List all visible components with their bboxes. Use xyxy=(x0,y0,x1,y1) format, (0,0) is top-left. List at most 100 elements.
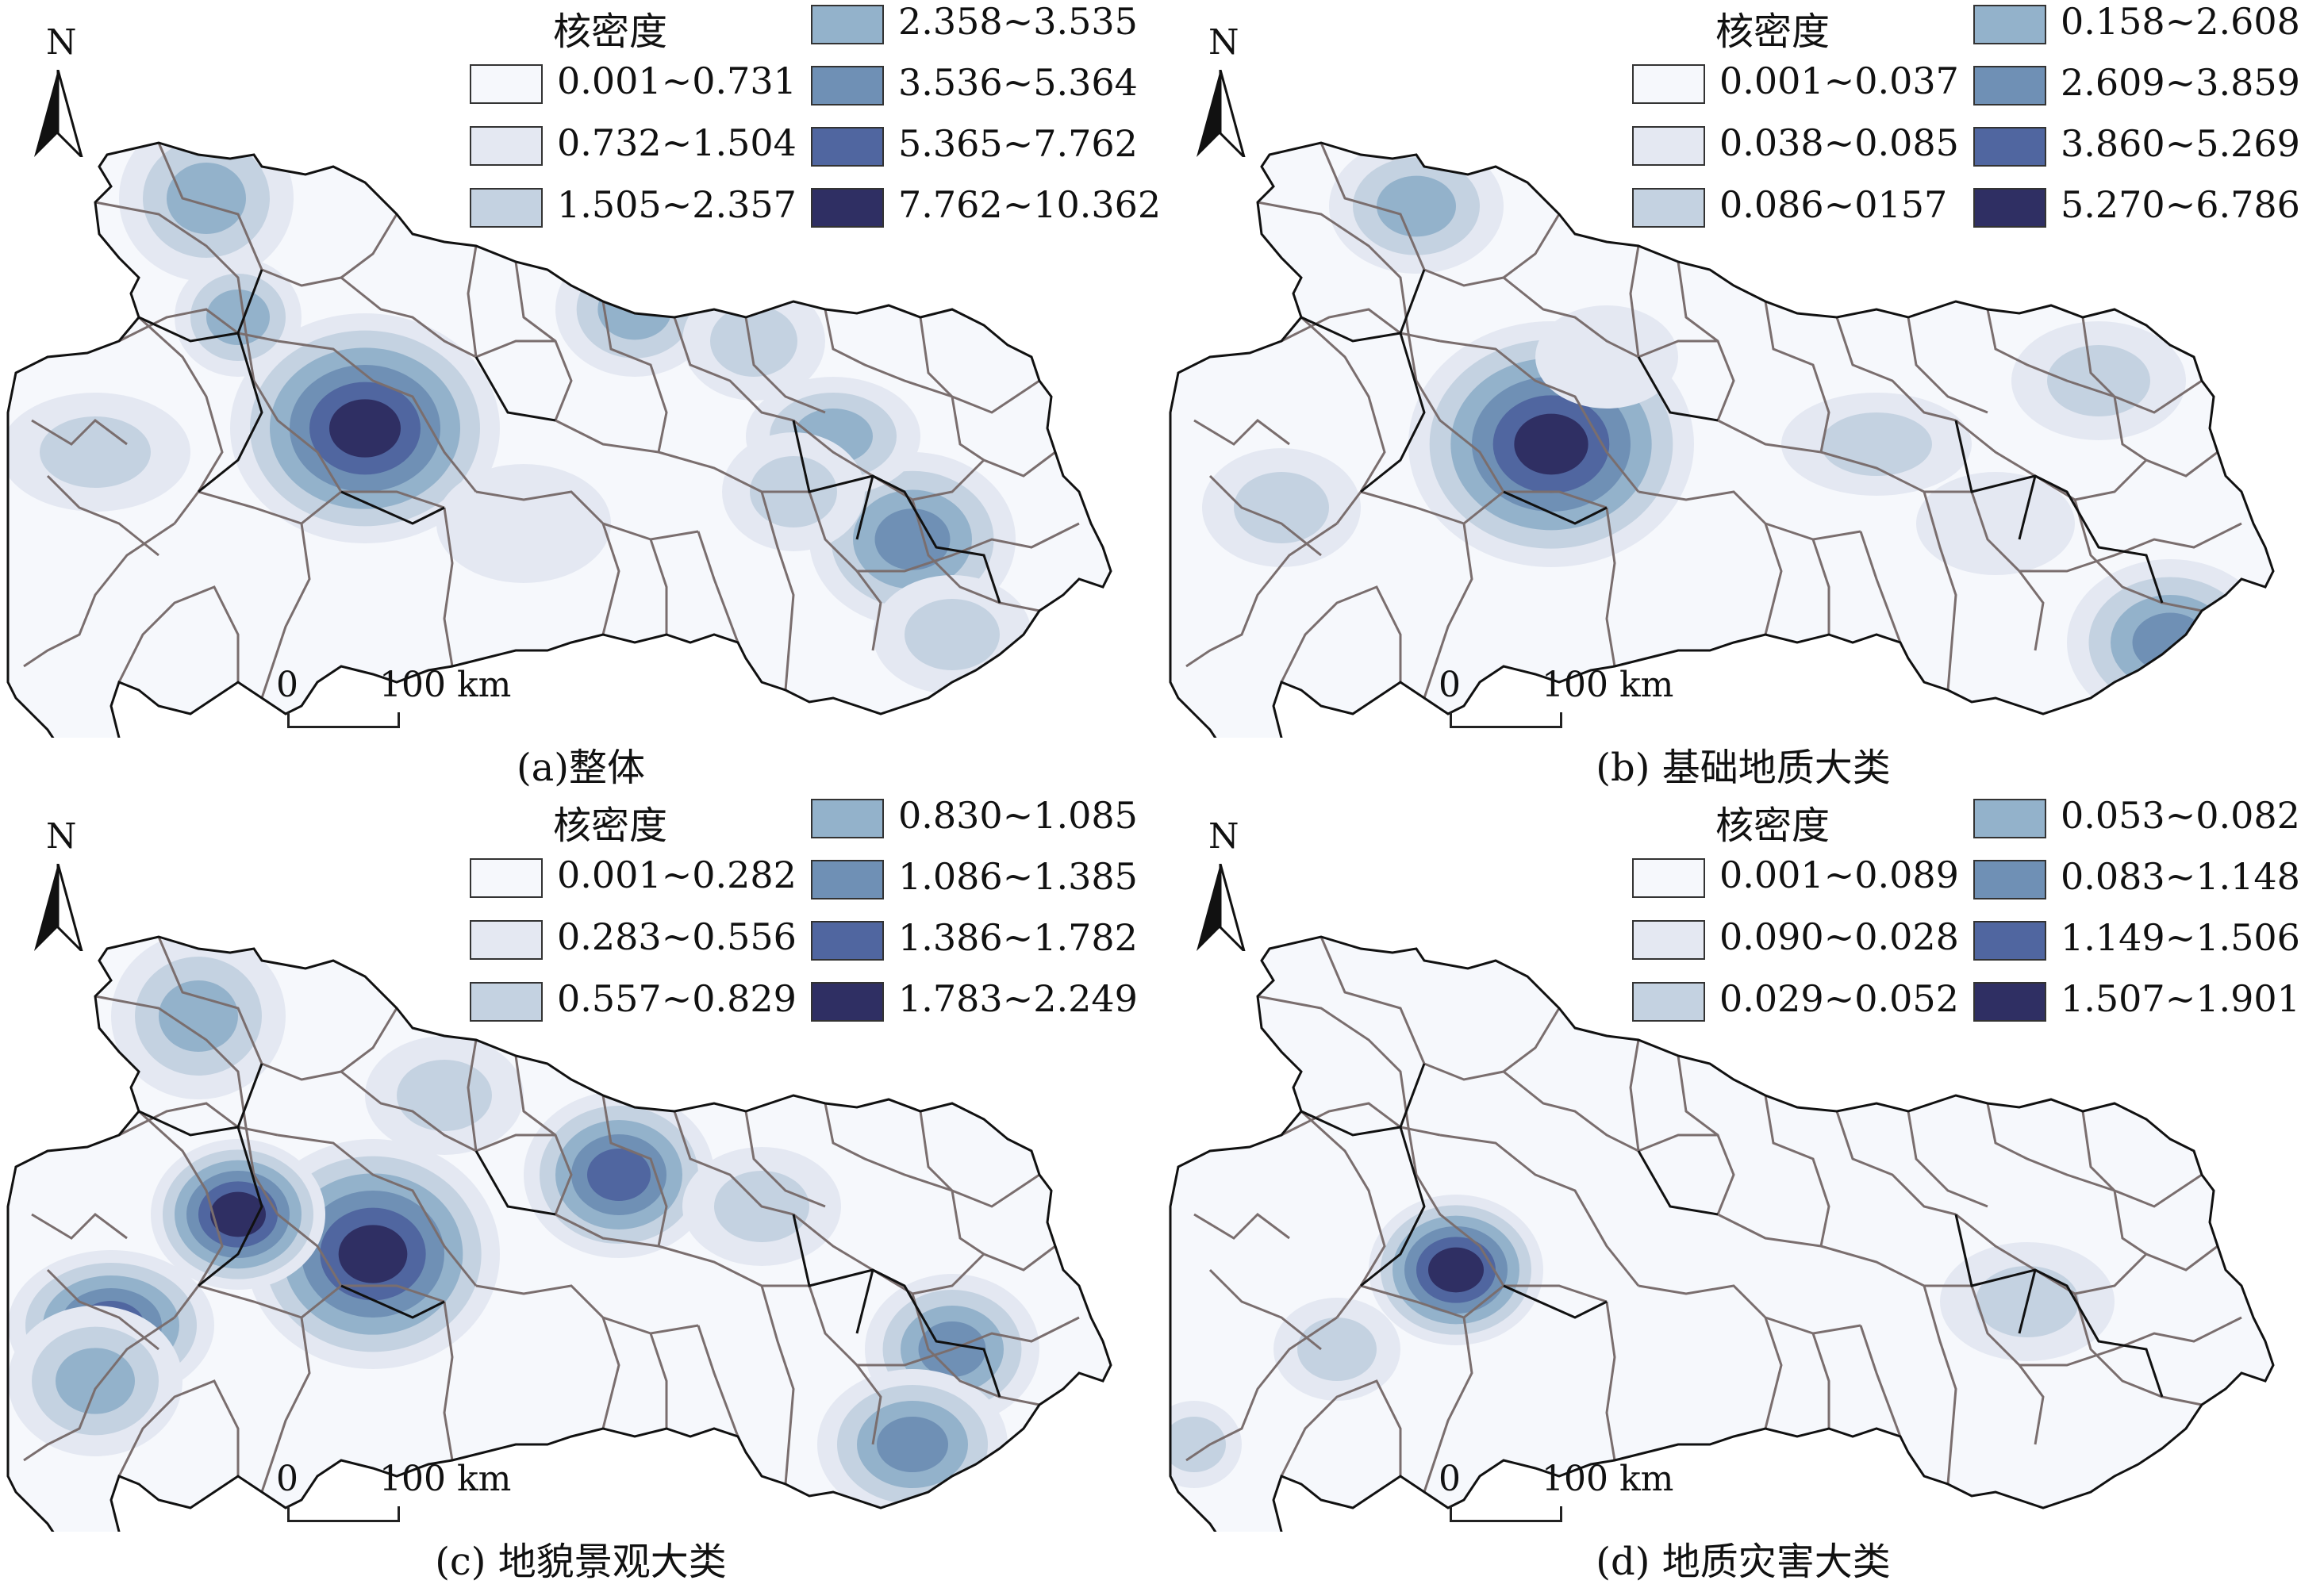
legend-swatch xyxy=(811,921,884,961)
legend-swatch xyxy=(1973,921,2046,961)
city-boundary xyxy=(1637,1150,1719,1216)
legend-label: 0.001~0.282 xyxy=(557,853,797,896)
county-boundary xyxy=(1986,309,2115,398)
county-boundary xyxy=(1319,936,1504,1081)
county-boundary xyxy=(2113,1190,2218,1272)
legend-swatch xyxy=(1973,127,2046,167)
density-contour xyxy=(1535,305,1678,409)
county-boundary xyxy=(601,301,668,453)
city-boundary xyxy=(1360,1126,1426,1287)
legend-swatch xyxy=(1632,126,1705,166)
county-boundary xyxy=(1423,523,1473,699)
county-boundary xyxy=(1503,1007,1561,1073)
legend-label: 1.507~1.901 xyxy=(2061,977,2300,1020)
density-contour xyxy=(1428,1247,1484,1293)
county-boundary xyxy=(1407,332,1505,493)
city-boundary xyxy=(340,1284,445,1319)
legend-label: 1.505~2.357 xyxy=(557,183,797,226)
scale-line xyxy=(1450,1506,1562,1522)
north-label: N xyxy=(46,22,77,63)
north-arrow-icon xyxy=(34,70,83,157)
county-boundary xyxy=(1907,316,1988,414)
county-boundary xyxy=(1717,419,1972,493)
county-boundary xyxy=(157,142,342,287)
density-contour xyxy=(56,1348,135,1414)
county-boundary xyxy=(1257,201,1410,334)
legend-swatch xyxy=(1973,799,2046,838)
panel-caption: (b) 基础地质大类 xyxy=(1596,746,1891,790)
province-area xyxy=(1170,143,2273,738)
city-boundary xyxy=(474,1150,556,1216)
province-area xyxy=(1170,937,2273,1532)
legend-label: 0.001~0.037 xyxy=(1719,59,1959,102)
scale-zero: 0 xyxy=(276,665,298,705)
county-boundary xyxy=(857,1316,1080,1367)
county-boundary xyxy=(117,1379,240,1477)
county-boundary xyxy=(1280,1379,1402,1477)
county-boundary xyxy=(744,316,826,414)
city-boundary xyxy=(1300,269,1426,343)
legend-label: 7.762~10.362 xyxy=(898,183,1162,226)
legend-swatch xyxy=(1973,982,2046,1022)
county-boundary xyxy=(1319,142,1504,287)
legend-label: 0.038~0.085 xyxy=(1719,121,1959,164)
legend-swatch xyxy=(1632,920,1705,960)
city-boundary xyxy=(138,269,263,343)
density-contour xyxy=(905,599,1000,670)
scale-bar: 0 100 km xyxy=(276,665,538,728)
county-boundary xyxy=(277,1133,478,1287)
legend-label: 0.083~1.148 xyxy=(2061,855,2300,898)
county-boundary xyxy=(46,1268,159,1351)
county-boundary xyxy=(475,490,699,541)
county-boundary xyxy=(260,523,311,699)
legend-title: 核密度 xyxy=(553,10,668,54)
density-map-c xyxy=(6,935,1112,1532)
legend-swatch xyxy=(811,982,884,1022)
county-boundary xyxy=(2019,522,2242,573)
legend-swatch xyxy=(470,64,543,104)
county-boundary xyxy=(649,539,668,635)
county-boundary xyxy=(1923,491,1957,691)
county-boundary xyxy=(1193,1213,1290,1240)
county-boundary xyxy=(1257,995,1410,1128)
density-contour xyxy=(397,1060,492,1131)
density-contour xyxy=(874,508,951,570)
north-arrow: N xyxy=(1193,816,1248,959)
county-boundary xyxy=(1677,1055,1735,1215)
city-boundary xyxy=(1954,1214,2164,1398)
county-boundary xyxy=(1764,1095,1830,1247)
county-boundary xyxy=(1185,522,1338,668)
county-boundary xyxy=(2113,396,2218,478)
north-arrow: N xyxy=(1193,22,1248,165)
county-boundary xyxy=(1955,1213,2148,1295)
province-outline xyxy=(6,935,1112,1532)
county-boundary xyxy=(601,523,620,635)
county-boundary xyxy=(118,1102,278,1137)
county-boundary xyxy=(1407,1126,1505,1287)
legend-swatch xyxy=(1632,188,1705,228)
density-contour xyxy=(576,260,693,359)
county-boundary xyxy=(475,1284,699,1335)
legend-swatch xyxy=(811,66,884,105)
legend-label: 0.557~0.829 xyxy=(557,977,797,1020)
county-boundary xyxy=(1835,316,1957,422)
county-boundary xyxy=(649,1333,668,1429)
county-boundary xyxy=(1360,1284,1608,1319)
county-boundary xyxy=(1360,490,1608,525)
scale-zero: 0 xyxy=(1439,665,1461,705)
density-contour xyxy=(436,464,611,583)
density-contour xyxy=(710,305,797,377)
county-boundary xyxy=(1208,1268,1322,1351)
county-boundary xyxy=(2019,1316,2242,1367)
scale-distance: 100 km xyxy=(1542,665,1674,705)
county-boundary xyxy=(673,1110,794,1216)
scale-line xyxy=(287,712,400,728)
legend: 核密度 0.001~0.731 0.732~1.504 1.505~2.357 … xyxy=(470,0,1161,238)
county-boundary xyxy=(1638,1284,1861,1335)
county-boundary xyxy=(514,261,573,421)
county-boundary xyxy=(1923,1285,1957,1485)
legend-label: 0.001~0.731 xyxy=(557,59,797,102)
county-boundary xyxy=(277,339,478,493)
county-boundary xyxy=(514,1055,573,1215)
county-boundary xyxy=(31,419,128,446)
